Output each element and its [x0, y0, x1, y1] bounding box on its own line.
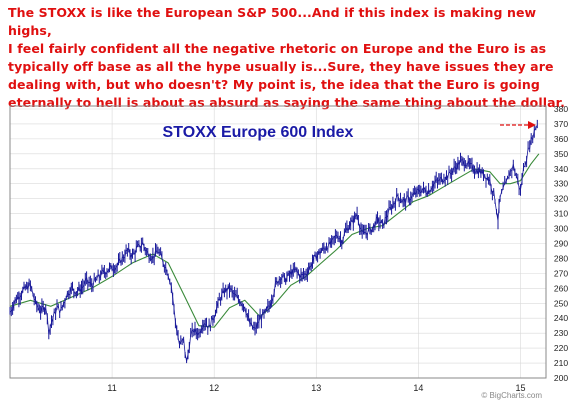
moving-average-layer [9, 153, 540, 328]
y-axis-labels: 200 210 220 230 240 250 260 270 280 290 300 310 320 3… [554, 104, 568, 383]
y-tick-label: 210 [554, 358, 568, 368]
x-tick-label: 12 [209, 383, 219, 393]
y-tick-label: 300 [554, 224, 568, 234]
y-tick-label: 230 [554, 328, 568, 338]
y-tick-label: 250 [554, 298, 568, 308]
y-tick-label: 380 [554, 104, 568, 114]
moving-average-line [9, 153, 540, 328]
price-line [9, 124, 538, 362]
watermark: © BigCharts.com [481, 391, 542, 400]
commentary-line: The STOXX is like the European S&P 500..… [8, 5, 537, 38]
y-tick-label: 280 [554, 253, 568, 263]
x-axis-labels: 11 12 13 14 15 [107, 383, 525, 393]
new-high-arrow [500, 121, 536, 129]
price-bars [9, 119, 538, 364]
plot-frame [9, 105, 547, 379]
arrow-head [528, 121, 536, 129]
x-tick-label: 14 [413, 383, 423, 393]
x-tick-label: 15 [515, 383, 525, 393]
y-tick-label: 240 [554, 313, 568, 323]
price-series-layer [9, 119, 538, 364]
y-tick-label: 290 [554, 238, 568, 248]
grid-layer [10, 106, 546, 379]
y-tick-label: 340 [554, 164, 568, 174]
y-tick-label: 200 [554, 373, 568, 383]
y-tick-label: 330 [554, 179, 568, 189]
y-tick-label: 310 [554, 209, 568, 219]
y-tick-label: 220 [554, 343, 568, 353]
y-tick-label: 260 [554, 283, 568, 293]
y-tick-label: 350 [554, 149, 568, 159]
x-tick-label: 13 [311, 383, 321, 393]
y-tick-label: 370 [554, 119, 568, 129]
commentary-line: dealing with, but who doesn't? My point … [8, 77, 540, 92]
y-tick-label: 360 [554, 134, 568, 144]
commentary-line: I feel fairly confident all the negative… [8, 41, 547, 56]
chart-title: STOXX Europe 600 Index [163, 124, 354, 141]
commentary-line: typically off base as all the hype usual… [8, 59, 554, 74]
x-tick-label: 11 [107, 383, 116, 393]
y-tick-label: 270 [554, 268, 568, 278]
y-tick-label: 320 [554, 194, 568, 204]
